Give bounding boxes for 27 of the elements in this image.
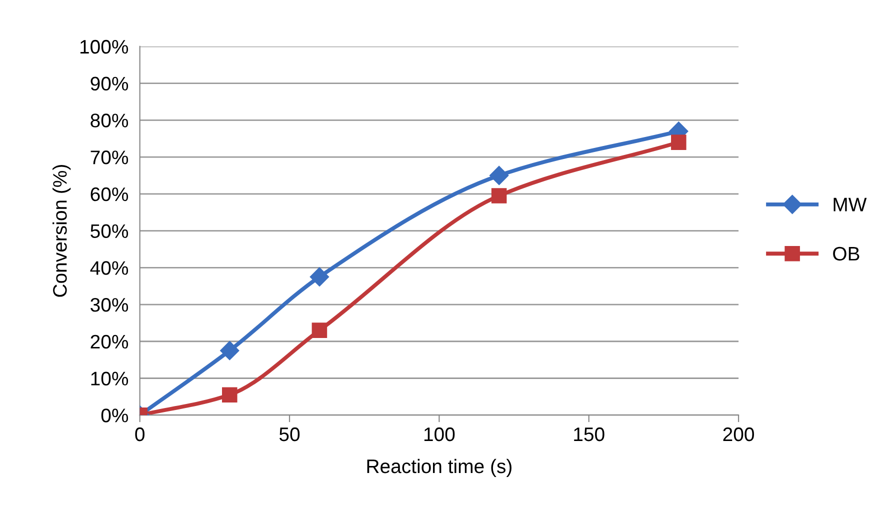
y-tick-label: 70% bbox=[90, 150, 128, 164]
point bbox=[491, 188, 507, 204]
y-tick-label: 90% bbox=[90, 76, 128, 91]
point bbox=[312, 322, 328, 338]
x-axis-title: Reaction time (s) bbox=[367, 458, 512, 478]
y-tick-label: 100% bbox=[80, 40, 128, 54]
x-tick-label: 0 bbox=[135, 427, 144, 442]
y-tick-label: 50% bbox=[90, 224, 128, 238]
y-tick-label: 80% bbox=[90, 114, 128, 128]
point bbox=[490, 166, 509, 186]
legend-label: OB bbox=[833, 246, 860, 261]
x-tick-label: 150 bbox=[574, 427, 604, 442]
point bbox=[222, 387, 238, 402]
y-tick-label: 20% bbox=[90, 334, 128, 349]
y-tick-label: 60% bbox=[90, 187, 128, 202]
y-tick-label: 10% bbox=[91, 372, 128, 386]
x-tick-label: 100 bbox=[424, 427, 455, 442]
y-tick-label: 40% bbox=[90, 261, 128, 275]
y-tick-label: 0% bbox=[101, 408, 128, 422]
x-tick-label: 200 bbox=[723, 427, 754, 442]
point bbox=[671, 134, 686, 150]
legend-label: MW bbox=[834, 198, 867, 212]
point bbox=[310, 267, 329, 286]
x-tick-label: 50 bbox=[279, 427, 300, 442]
y-axis-title: Conversion (%) bbox=[52, 164, 71, 297]
point bbox=[220, 341, 240, 360]
y-tick-label: 30% bbox=[90, 298, 128, 312]
